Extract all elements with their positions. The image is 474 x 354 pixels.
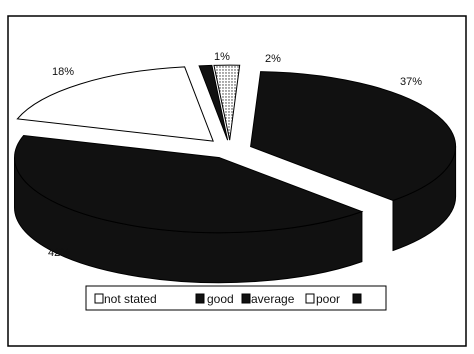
- pie-slice-good: [250, 71, 457, 201]
- pie-slices: [14, 64, 457, 284]
- data-label-poor: 18%: [52, 66, 74, 78]
- pie-slice-average: [14, 134, 364, 234]
- legend-label-good: good: [207, 292, 234, 306]
- legend-label-average: average: [251, 292, 295, 306]
- pie-slice-unlabeled: [213, 64, 241, 141]
- legend-swatch-not-stated: [94, 293, 104, 304]
- chart-frame: [7, 15, 467, 347]
- legend-box: [85, 285, 387, 311]
- legend-swatch-good: [195, 293, 205, 304]
- legend: not stated good average poor: [94, 292, 362, 306]
- pie-slice-not-stated: [198, 64, 229, 141]
- data-label-average: 42%: [48, 247, 70, 259]
- legend-label-poor: poor: [316, 292, 340, 306]
- data-label-unlabeled: 2%: [265, 53, 281, 65]
- legend-label-not-stated: not stated: [104, 292, 157, 306]
- pie-slice-poor: [16, 66, 214, 142]
- data-label-good: 37%: [400, 76, 422, 88]
- pie-data-labels: 1% 2% 37% 42% 18%: [48, 51, 422, 259]
- data-label-not-stated: 1%: [214, 51, 230, 63]
- legend-swatch-poor: [305, 293, 315, 304]
- legend-swatch-average: [241, 293, 251, 304]
- legend-swatch-unlabeled: [352, 293, 362, 304]
